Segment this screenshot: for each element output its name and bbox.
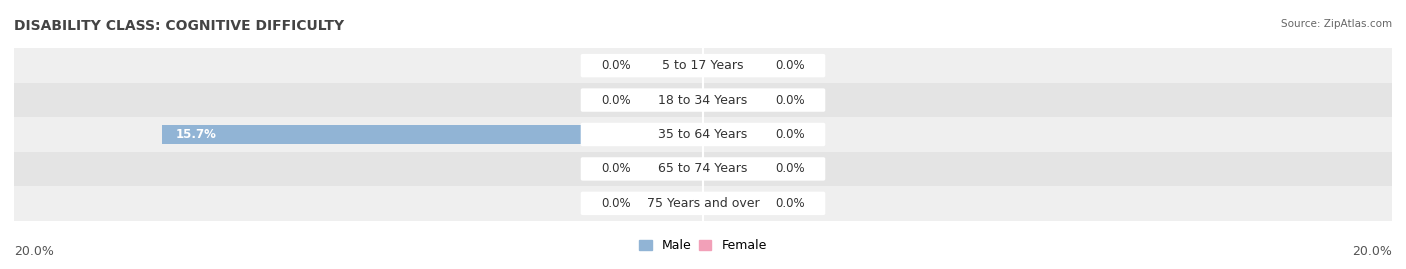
Bar — [703, 90, 765, 110]
FancyBboxPatch shape — [581, 192, 825, 215]
Text: 65 to 74 Years: 65 to 74 Years — [658, 162, 748, 175]
Text: 75 Years and over: 75 Years and over — [647, 197, 759, 210]
Text: 0.0%: 0.0% — [775, 94, 806, 107]
Bar — [14, 83, 1392, 117]
Bar — [641, 56, 703, 76]
Bar — [703, 193, 765, 213]
Text: Source: ZipAtlas.com: Source: ZipAtlas.com — [1281, 19, 1392, 29]
Text: 0.0%: 0.0% — [775, 162, 806, 175]
Bar — [14, 186, 1392, 221]
Text: 0.0%: 0.0% — [600, 162, 631, 175]
Text: 0.0%: 0.0% — [775, 197, 806, 210]
Bar — [14, 117, 1392, 152]
Legend: Male, Female: Male, Female — [640, 239, 766, 252]
Bar — [641, 159, 703, 179]
Text: 15.7%: 15.7% — [176, 128, 217, 141]
Text: 35 to 64 Years: 35 to 64 Years — [658, 128, 748, 141]
Bar — [14, 152, 1392, 186]
Bar — [162, 125, 703, 144]
Bar — [703, 125, 765, 144]
Text: 20.0%: 20.0% — [1353, 245, 1392, 258]
Bar — [641, 193, 703, 213]
Bar — [703, 159, 765, 179]
FancyBboxPatch shape — [581, 123, 825, 146]
FancyBboxPatch shape — [581, 157, 825, 181]
FancyBboxPatch shape — [581, 88, 825, 112]
FancyBboxPatch shape — [581, 54, 825, 77]
Bar — [641, 90, 703, 110]
Text: DISABILITY CLASS: COGNITIVE DIFFICULTY: DISABILITY CLASS: COGNITIVE DIFFICULTY — [14, 19, 344, 33]
Text: 0.0%: 0.0% — [600, 197, 631, 210]
Text: 18 to 34 Years: 18 to 34 Years — [658, 94, 748, 107]
Bar — [703, 56, 765, 76]
Text: 0.0%: 0.0% — [600, 59, 631, 72]
Text: 20.0%: 20.0% — [14, 245, 53, 258]
Text: 0.0%: 0.0% — [600, 94, 631, 107]
Text: 5 to 17 Years: 5 to 17 Years — [662, 59, 744, 72]
Text: 0.0%: 0.0% — [775, 128, 806, 141]
Bar — [14, 48, 1392, 83]
Text: 0.0%: 0.0% — [775, 59, 806, 72]
